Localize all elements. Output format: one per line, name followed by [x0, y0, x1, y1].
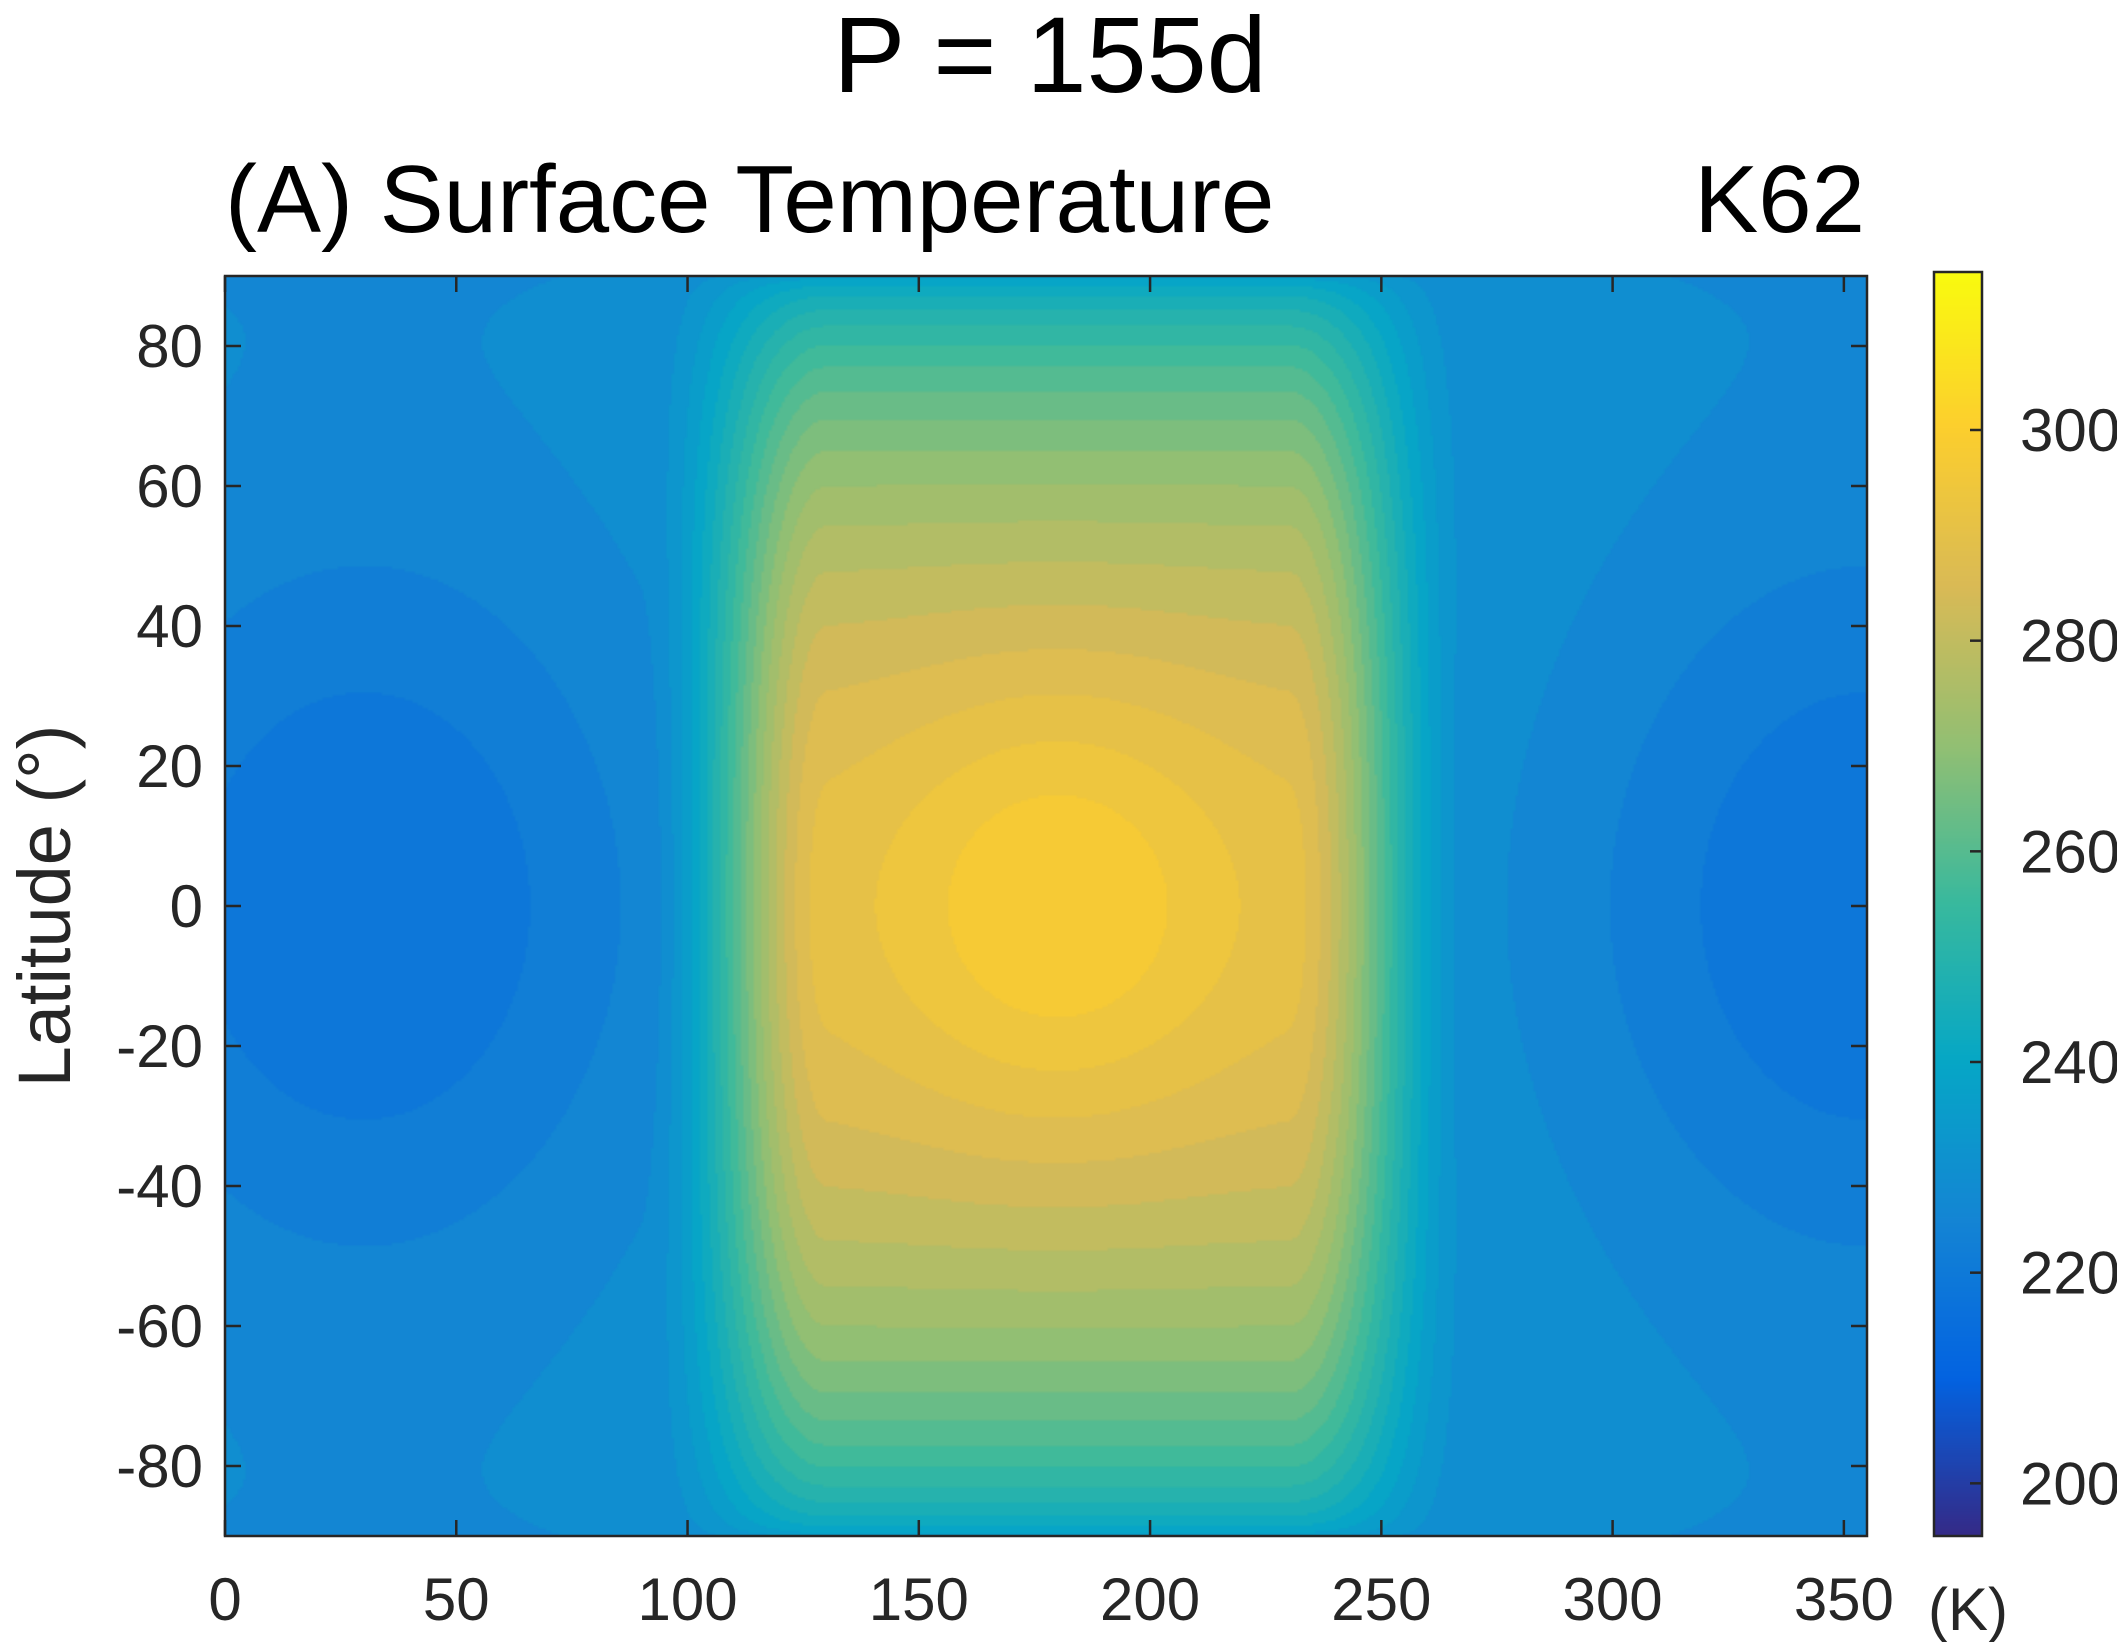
colorbar-tick-label: 300 — [2020, 397, 2117, 464]
y-tick-label: -80 — [116, 1433, 203, 1500]
x-tick-label: 250 — [1331, 1566, 1431, 1633]
y-axis: 80 60 40 20 0 -20 -40 -60 -80 — [116, 313, 1867, 1500]
x-tick-label: 200 — [1100, 1566, 1200, 1633]
colorbar-tick-label: 260 — [2020, 818, 2117, 885]
x-tick-label: 150 — [869, 1566, 969, 1633]
colorbar-frame — [1932, 270, 1984, 1538]
colorbar-tick-label: 280 — [2020, 608, 2117, 675]
panel-title: (A) Surface Temperature — [225, 146, 1274, 253]
panel-tag: K62 — [1694, 146, 1865, 253]
y-tick-label: 40 — [136, 593, 203, 660]
x-axis: 0 50 100 150 200 250 300 350 — [208, 276, 1894, 1633]
y-tick-label: 20 — [136, 733, 203, 800]
x-tick-label: 350 — [1794, 1566, 1894, 1633]
colorbar-tick-label: 200 — [2020, 1450, 2117, 1517]
y-tick-label: 0 — [170, 873, 203, 940]
x-tick-label: 100 — [637, 1566, 737, 1633]
temperature-field — [225, 276, 1867, 1536]
plot-area — [223, 274, 1869, 1538]
x-tick-label: 0 — [208, 1566, 241, 1633]
colorbar-tick-label: 240 — [2020, 1029, 2117, 1096]
y-tick-label: 60 — [136, 453, 203, 520]
colorbar-tick-label: 220 — [2020, 1240, 2117, 1307]
y-tick-label: 80 — [136, 313, 203, 380]
colorbar-label: (K) — [1928, 1576, 2008, 1642]
figure-title: P = 155d — [833, 0, 1266, 115]
x-tick-label: 300 — [1563, 1566, 1663, 1633]
y-axis-label: Latitude (°) — [3, 725, 86, 1088]
x-tick-label: 50 — [423, 1566, 490, 1633]
colorbar-gradient — [1934, 272, 1982, 1536]
y-tick-label: -20 — [116, 1013, 203, 1080]
colorbar-ticks: 200 220 240 260 280 300 — [1970, 397, 2117, 1517]
y-tick-label: -40 — [116, 1153, 203, 1220]
y-tick-label: -60 — [116, 1293, 203, 1360]
colorbar — [1932, 270, 1984, 1538]
